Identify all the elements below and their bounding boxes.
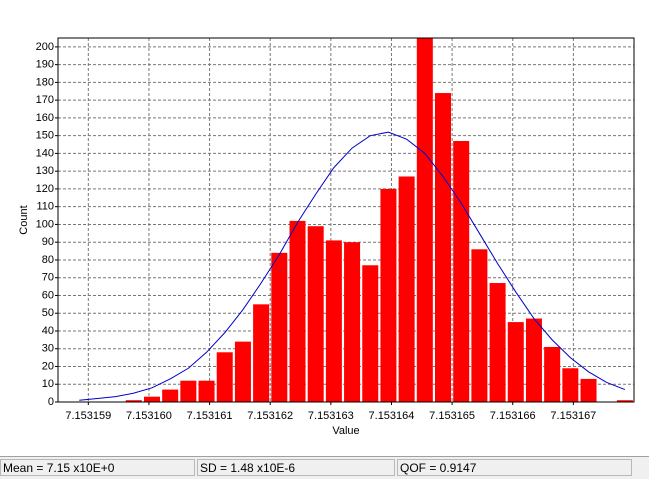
- bar: [362, 265, 379, 402]
- bar: [162, 389, 179, 402]
- bar: [544, 346, 561, 402]
- x-tick-label: 7.153162: [247, 410, 293, 422]
- bar: [216, 352, 233, 402]
- x-tick-label: 7.153165: [429, 410, 475, 422]
- y-axis-label: Count: [18, 205, 30, 234]
- bar: [253, 304, 270, 402]
- x-tick-label: 7.153164: [369, 410, 415, 422]
- bar: [562, 368, 579, 402]
- y-tick-label: 180: [36, 76, 54, 88]
- x-tick-label: 7.153159: [65, 410, 111, 422]
- bar: [234, 341, 251, 402]
- y-tick-label: 200: [36, 41, 54, 53]
- y-tick-label: 90: [42, 236, 54, 248]
- status-bar: Mean = 7.15 x10E+0 SD = 1.48 x10E-6 QOF …: [0, 456, 649, 479]
- bar: [435, 93, 452, 402]
- bar: [398, 176, 415, 402]
- bar: [289, 220, 306, 402]
- bar: [507, 322, 524, 402]
- bar: [380, 188, 397, 402]
- status-qof: QOF = 0.9147: [397, 459, 632, 476]
- bar: [453, 140, 470, 402]
- bar: [416, 38, 433, 402]
- status-sd: SD = 1.48 x10E-6: [197, 459, 395, 476]
- bar: [180, 380, 197, 402]
- fit-curve: [79, 131, 626, 401]
- plot-frame: [57, 37, 635, 403]
- bar: [198, 380, 215, 402]
- y-tick-label: 10: [42, 378, 54, 390]
- y-tick-label: 30: [42, 343, 54, 355]
- bar: [525, 318, 542, 402]
- x-tick-label: 7.153163: [308, 410, 354, 422]
- y-tick-label: 150: [36, 130, 54, 142]
- y-tick-label: 170: [36, 94, 54, 106]
- bar: [271, 252, 288, 402]
- x-tick-label: 7.153166: [490, 410, 536, 422]
- bar: [616, 400, 633, 402]
- y-tick-label: 50: [42, 307, 54, 319]
- y-tick-label: 80: [42, 254, 54, 266]
- x-tick-label: 7.153167: [550, 410, 596, 422]
- bar: [143, 396, 160, 402]
- x-axis-label: Value: [332, 425, 359, 437]
- y-tick-label: 190: [36, 59, 54, 71]
- y-tick-label: 40: [42, 325, 54, 337]
- x-tick-label: 7.153160: [126, 410, 172, 422]
- status-mean: Mean = 7.15 x10E+0: [0, 459, 195, 476]
- y-tick-label: 120: [36, 183, 54, 195]
- bar: [471, 249, 488, 402]
- bar: [580, 378, 597, 402]
- bar: [125, 400, 142, 402]
- chart: Value Count 0 10 20 30 40 50 60 70 80 90 100 110 120…: [18, 37, 635, 437]
- y-tick-label: 140: [36, 147, 54, 159]
- bar: [325, 240, 342, 402]
- bar: [307, 226, 324, 402]
- y-tick-label: 20: [42, 360, 54, 372]
- x-tick-label: 7.153161: [187, 410, 233, 422]
- y-tick-label: 70: [42, 272, 54, 284]
- y-tick-label: 110: [36, 201, 54, 213]
- y-tick-label: 0: [48, 396, 54, 408]
- y-tick-label: 60: [42, 289, 54, 301]
- y-tick-label: 100: [36, 218, 54, 230]
- y-tick-label: 130: [36, 165, 54, 177]
- y-tick-label: 160: [36, 112, 54, 124]
- bar: [344, 242, 361, 402]
- bar: [489, 283, 506, 402]
